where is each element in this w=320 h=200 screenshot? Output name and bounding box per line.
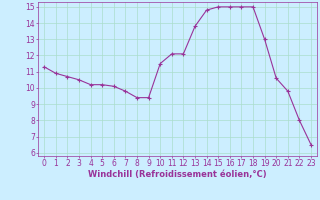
X-axis label: Windchill (Refroidissement éolien,°C): Windchill (Refroidissement éolien,°C) [88, 170, 267, 179]
